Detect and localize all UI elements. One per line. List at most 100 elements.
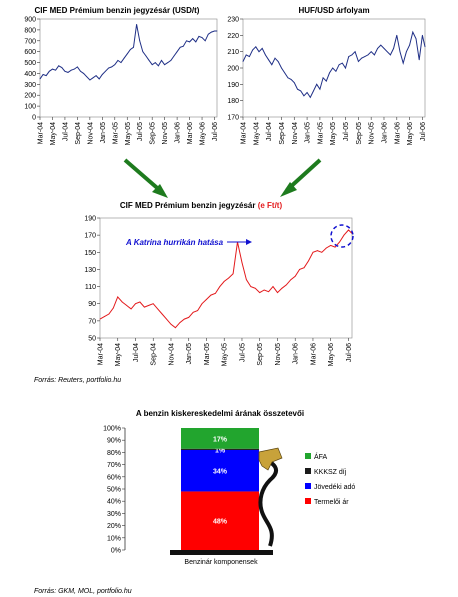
chart1-data-point bbox=[158, 65, 159, 67]
chart2-data-point bbox=[377, 48, 378, 49]
chart4-ytick-label: 30% bbox=[107, 511, 121, 518]
legend-label-2: Jövedéki adó bbox=[314, 484, 355, 491]
chart2-xtick-label: Jan-06 bbox=[381, 122, 388, 144]
chart1-data-point bbox=[198, 36, 200, 37]
chart2-data-point bbox=[386, 51, 388, 53]
chart3-data-point bbox=[246, 279, 247, 281]
chart2-data-point bbox=[281, 67, 282, 69]
chart2-data-point bbox=[316, 83, 318, 85]
chart3-data-point bbox=[272, 286, 274, 287]
chart2-data-point bbox=[265, 54, 266, 56]
stack-segment-4 bbox=[181, 428, 259, 449]
chart4-ytick-label: 40% bbox=[107, 499, 121, 506]
chart1-xtick-label: Nov-05 bbox=[162, 122, 169, 145]
chart3-data-point bbox=[135, 303, 136, 305]
chart3-data-point bbox=[175, 327, 176, 329]
chart2-data-point bbox=[242, 61, 244, 62]
chart1-data-point bbox=[48, 70, 50, 72]
chart1-data-point bbox=[42, 74, 44, 75]
chart1-data-point bbox=[73, 68, 75, 70]
chart3-data-point bbox=[126, 305, 128, 306]
chart1-xtick-label: Mar-06 bbox=[187, 122, 194, 144]
chart3-data-point bbox=[108, 313, 110, 315]
green-arrow-left bbox=[123, 158, 168, 198]
chart3-data-point bbox=[254, 287, 256, 289]
chart2-data-point bbox=[287, 77, 289, 79]
legend-label-1: Termelői ár bbox=[314, 499, 349, 506]
chart2-ytick-label: 220 bbox=[227, 33, 239, 40]
chart3-plot-frame bbox=[99, 217, 353, 339]
chart1-ytick-label: 400 bbox=[24, 71, 36, 78]
chart2-data-point bbox=[367, 54, 369, 56]
chart2-title: HUF/USD árfolyam bbox=[298, 6, 369, 15]
chart1-data-point bbox=[105, 70, 106, 72]
chart1-ytick-label: 100 bbox=[24, 104, 36, 111]
chart2-xtick-label: May-06 bbox=[407, 122, 414, 145]
chart4-title: A benzin kiskereskedelmi árának összetev… bbox=[136, 409, 304, 418]
chart2-data-point bbox=[383, 48, 385, 49]
chart2-data-point bbox=[245, 54, 247, 56]
chart3-data-point bbox=[183, 318, 185, 320]
chart1-xtick-label: Jul-04 bbox=[62, 122, 69, 141]
chart1-data-point bbox=[80, 70, 81, 72]
chart4-ytick-label: 90% bbox=[107, 438, 121, 445]
chart2-data-point bbox=[249, 56, 250, 57]
chart1-xtick-label: Nov-04 bbox=[87, 122, 94, 145]
chart1-data-point bbox=[39, 78, 41, 80]
chart3-xtick-label: Nov-05 bbox=[275, 343, 282, 366]
chart1-data-point bbox=[201, 37, 203, 38]
chart3-data-point bbox=[228, 277, 230, 279]
chart1-ytick-label: 200 bbox=[24, 93, 36, 100]
chart3-data-point bbox=[290, 279, 292, 281]
chart1-data-point bbox=[179, 46, 181, 48]
chart1-data-point bbox=[117, 59, 119, 61]
stack-label-3: 1% bbox=[215, 447, 226, 454]
chart2-data-point bbox=[412, 31, 414, 33]
chart2-xtick-label: Mar-06 bbox=[394, 122, 401, 144]
chart1-data-point bbox=[133, 46, 134, 48]
chart2-data-point bbox=[424, 46, 426, 48]
chart2-data-point bbox=[361, 57, 362, 59]
chart3-data-point bbox=[197, 310, 199, 311]
chart1-data-point bbox=[142, 51, 144, 53]
chart3-data-point bbox=[148, 305, 150, 306]
chart3-data-point bbox=[210, 294, 212, 296]
chart2-xtick-label: Jan-05 bbox=[305, 122, 312, 144]
chart4-ytick-label: 0% bbox=[111, 548, 121, 555]
legend-swatch-1 bbox=[305, 498, 311, 504]
chart3-ytick-label: 190 bbox=[84, 216, 96, 223]
chart1-data-point bbox=[111, 66, 113, 68]
chart2-plot-frame bbox=[242, 18, 426, 118]
chart3-data-point bbox=[263, 289, 265, 291]
chart1-xtick-label: Jul-05 bbox=[137, 122, 144, 141]
chart2-ytick-label: 230 bbox=[227, 17, 239, 24]
chart3-data-point bbox=[170, 323, 172, 325]
chart1-data-point bbox=[129, 49, 131, 50]
green-arrow-right bbox=[280, 158, 322, 197]
chart1-data-point bbox=[216, 30, 218, 32]
chart2-data-point bbox=[309, 97, 311, 98]
chart3-data-point bbox=[112, 307, 114, 309]
chart3-data-point bbox=[99, 318, 101, 320]
chart3-xtick-label: Jan-05 bbox=[186, 343, 193, 365]
chart2-data-point bbox=[258, 51, 260, 53]
chart2-data-point bbox=[364, 56, 366, 57]
chart1-data-point bbox=[120, 62, 122, 63]
chart3-xtick-label: Sep-05 bbox=[257, 343, 264, 366]
chart2-data-point bbox=[370, 51, 372, 53]
chart2-data-point bbox=[329, 72, 330, 74]
chart1-data-point bbox=[161, 59, 162, 61]
chart1-xtick-label: May-06 bbox=[200, 122, 207, 145]
chart1-data-point bbox=[98, 78, 100, 80]
legend-swatch-2 bbox=[305, 483, 311, 489]
chart3-series-line bbox=[99, 229, 353, 329]
chart3-xtick-label: May-06 bbox=[328, 343, 335, 366]
chart3-data-point bbox=[348, 229, 349, 231]
chart2-data-point bbox=[274, 57, 276, 59]
stack-label-2: 34% bbox=[213, 469, 228, 476]
chart2-data-point bbox=[284, 72, 286, 74]
stack-label-4: 17% bbox=[213, 436, 228, 443]
chart3-data-point bbox=[201, 303, 203, 305]
chart3-data-point bbox=[316, 250, 318, 251]
katrina-arrow bbox=[227, 239, 252, 245]
